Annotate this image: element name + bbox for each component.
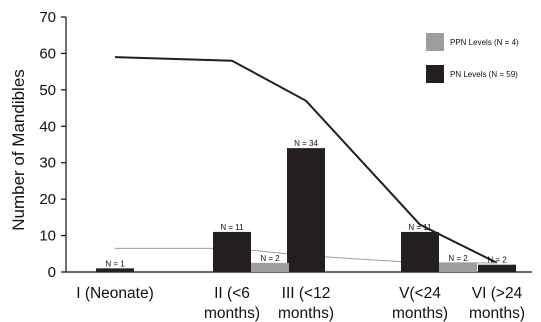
x-category-label-line2: months)	[204, 305, 260, 322]
x-category-label: VI (>24	[472, 285, 523, 302]
y-tick-label: 60	[39, 45, 56, 62]
pn-data-label: N = 11	[220, 223, 244, 232]
pn-bar	[287, 148, 325, 272]
y-tick-label: 50	[39, 82, 56, 99]
y-tick-label: 70	[39, 9, 56, 26]
legend-swatch	[426, 33, 444, 51]
x-category-label: I (Neonate)	[76, 285, 154, 302]
ppn-data-label: N = 2	[448, 254, 468, 263]
pn-data-label: N = 2	[487, 256, 507, 265]
ppn-data-label: N = 2	[260, 254, 280, 263]
x-category-label-line2: months)	[392, 305, 448, 322]
x-category-label: III (<12	[282, 285, 331, 302]
ppn-bar	[439, 262, 477, 272]
pn-trend-line	[114, 56, 498, 264]
y-tick-label: 0	[48, 264, 56, 281]
legend: PPN Levels (N = 4) PN Levels (N = 59)	[426, 33, 519, 83]
category-labels: I (Neonate) II (<6 months) III (<12 months) V…	[76, 285, 525, 322]
pn-data-label: N = 11	[408, 223, 432, 232]
bars	[96, 148, 516, 272]
pn-bar	[213, 231, 251, 272]
x-category-label-line2: months)	[278, 305, 334, 322]
y-tick-label: 10	[39, 228, 56, 245]
data-labels: N = 1 N = 11 N = 34 N = 11 N = 2 N = 2 N = 2	[105, 139, 507, 268]
x-category-label: V(<24	[399, 285, 441, 302]
x-category-label-line2: months)	[469, 305, 525, 322]
y-tick-label: 20	[39, 191, 56, 208]
pn-data-label: N = 1	[105, 259, 125, 268]
pn-bar	[478, 264, 516, 272]
legend-swatch	[426, 65, 444, 83]
pn-bar	[96, 268, 134, 272]
y-tick-label: 30	[39, 155, 56, 172]
legend-label: PN Levels (N = 59)	[450, 70, 518, 79]
y-axis-label: Number of Mandibles	[9, 69, 28, 231]
y-tick-label: 40	[39, 118, 56, 135]
y-ticks: 0 10 20 30 40 50 60 70	[39, 9, 66, 281]
x-category-label: II (<6	[214, 285, 250, 302]
pn-data-label: N = 34	[294, 139, 318, 148]
legend-label: PPN Levels (N = 4)	[450, 38, 519, 47]
ppn-bar	[251, 262, 289, 272]
pn-bar	[401, 231, 439, 272]
